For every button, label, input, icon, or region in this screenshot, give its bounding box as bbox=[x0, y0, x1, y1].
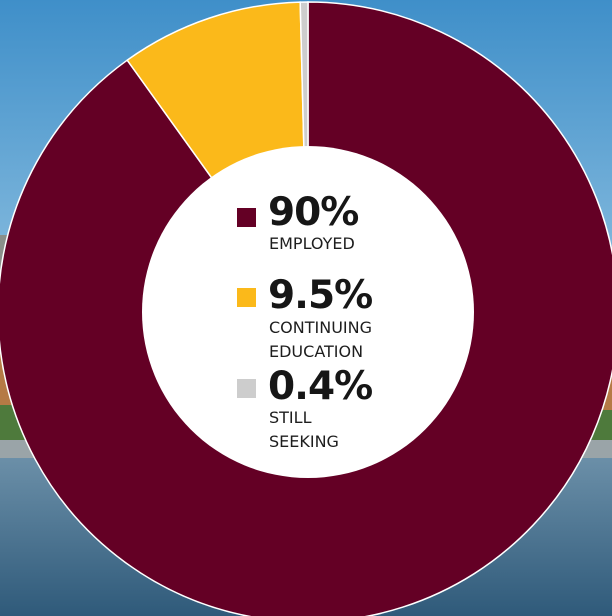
legend-swatch-continuing-education bbox=[237, 288, 256, 307]
legend-label-continuing-education: CONTINUING EDUCATION bbox=[269, 318, 372, 361]
legend-swatch-employed bbox=[237, 208, 256, 227]
legend-value-employed: 90% bbox=[268, 190, 359, 235]
legend-value-continuing-education: 9.5% bbox=[268, 273, 373, 318]
legend-label-employed: EMPLOYED bbox=[269, 234, 355, 253]
legend-label-still-seeking: STILL SEEKING bbox=[269, 408, 339, 451]
legend-swatch-still-seeking bbox=[237, 379, 256, 398]
legend-value-still-seeking: 0.4% bbox=[268, 364, 373, 409]
donut-hole bbox=[142, 146, 474, 478]
